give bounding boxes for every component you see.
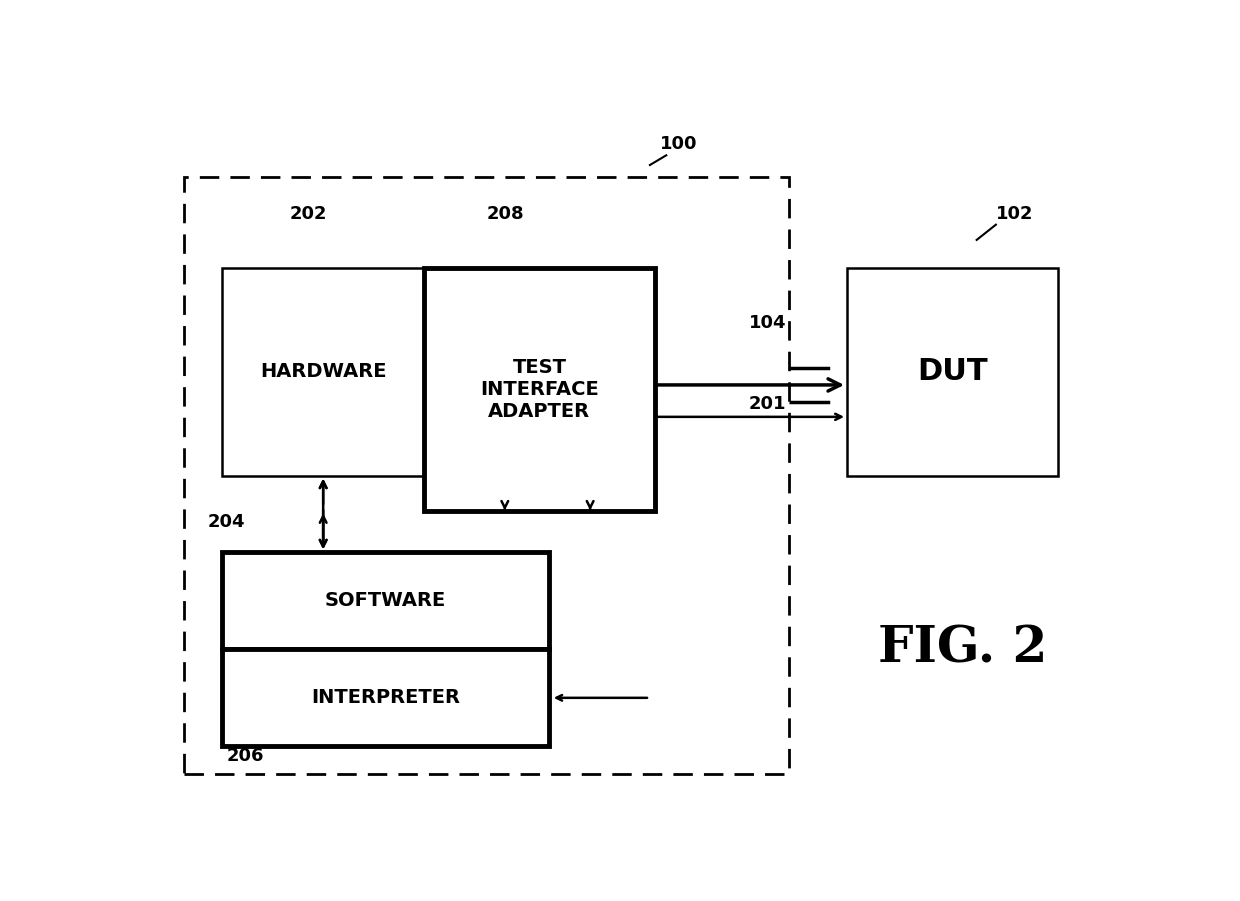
Text: HARDWARE: HARDWARE: [260, 362, 387, 381]
Text: 201: 201: [749, 396, 786, 414]
Text: FIG. 2: FIG. 2: [878, 624, 1047, 674]
Bar: [847, 268, 1058, 476]
Text: DUT: DUT: [918, 358, 988, 387]
Bar: [222, 552, 549, 650]
Text: TEST
INTERFACE
ADAPTER: TEST INTERFACE ADAPTER: [480, 358, 599, 421]
Text: 202: 202: [290, 205, 327, 223]
Text: 102: 102: [996, 205, 1033, 223]
Text: 204: 204: [208, 514, 246, 532]
Bar: [424, 268, 655, 511]
Bar: [222, 268, 424, 476]
Text: 104: 104: [749, 314, 786, 332]
Text: SOFTWARE: SOFTWARE: [325, 591, 446, 610]
Text: INTERPRETER: INTERPRETER: [311, 688, 460, 707]
Bar: [222, 650, 549, 746]
Text: 206: 206: [227, 747, 264, 765]
Text: 208: 208: [486, 205, 525, 223]
Text: 100: 100: [660, 135, 697, 153]
Bar: [184, 177, 789, 774]
